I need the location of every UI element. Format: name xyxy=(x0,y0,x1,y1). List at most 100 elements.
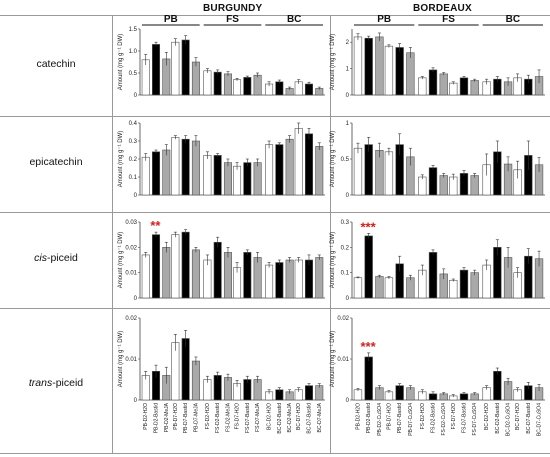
y-tick-label: 0.1 xyxy=(129,175,138,181)
bar xyxy=(152,234,161,299)
label-column-divider xyxy=(112,15,113,453)
x-tick-label: PB-D7-Bastid xyxy=(183,403,189,434)
x-tick-label: PB-D2-Bastid xyxy=(366,403,372,434)
bar xyxy=(364,37,373,96)
bar xyxy=(375,276,384,299)
bar xyxy=(141,156,150,196)
bar xyxy=(418,77,427,96)
bar xyxy=(213,375,222,401)
bar xyxy=(353,389,363,401)
significance-stars: *** xyxy=(360,339,376,354)
bar xyxy=(171,342,180,401)
y-tick-label: 0 xyxy=(134,93,138,99)
bar xyxy=(213,155,222,196)
bar xyxy=(364,235,373,299)
row-divider-3 xyxy=(0,308,550,309)
x-tick-label: FS-D7-Bastid xyxy=(245,403,251,433)
x-tick-label: BC-D7-MeJA xyxy=(317,402,323,432)
x-tick-label: FS-D2-H2O xyxy=(420,403,426,430)
bar xyxy=(364,144,373,196)
x-tick-label: FS-D2-Bastid xyxy=(431,403,437,433)
row-label-trans-piceid: trans-piceid xyxy=(28,377,84,389)
x-tick-label: BC-D2-Bastid xyxy=(495,403,501,434)
group-label-pb: PB xyxy=(377,14,391,25)
y-tick-label: 0.02 xyxy=(125,316,137,322)
y-tick-label: 0 xyxy=(134,296,138,302)
y-axis-label: Amount (mg g⁻¹ DW) xyxy=(330,232,336,289)
bar xyxy=(428,167,438,196)
row-label-catechin: catechin xyxy=(36,58,76,70)
row-label-epicatechin: epicatechin xyxy=(29,156,83,168)
group-label-bc: BC xyxy=(506,14,520,25)
bar xyxy=(233,165,242,196)
x-tick-label: BC-D7-CuSO4 xyxy=(537,403,543,436)
bar xyxy=(384,151,394,196)
group-label-fs: FS xyxy=(442,14,455,25)
x-tick-label: BC-D2-CuSO4 xyxy=(506,403,512,436)
y-axis-label: Amount (mg g⁻¹ DW) xyxy=(118,232,124,289)
y-tick-label: 0.01 xyxy=(125,357,137,363)
y-tick-label: 0.4 xyxy=(129,121,138,127)
x-tick-label: FS-D7-H2O xyxy=(235,403,241,430)
x-tick-label: PB-D2-Bastid xyxy=(154,403,160,434)
bar xyxy=(275,144,284,196)
bar xyxy=(213,71,222,96)
bar xyxy=(395,385,404,401)
bar xyxy=(181,338,190,401)
bar xyxy=(223,252,232,299)
bar xyxy=(285,259,294,299)
x-tick-label: BC-D2-Bastid xyxy=(277,403,283,434)
y-tick-label: 0 xyxy=(134,398,138,404)
bar xyxy=(223,73,232,96)
bottom-divider xyxy=(0,453,550,454)
bar xyxy=(141,254,150,299)
y-axis-label: Amount (mg g⁻¹ DW) xyxy=(330,331,336,388)
y-tick-label: 0.1 xyxy=(341,271,350,277)
bar xyxy=(459,173,469,196)
bar xyxy=(470,272,479,299)
y-tick-label: 1 xyxy=(346,67,350,73)
y-tick-label: 0.5 xyxy=(129,71,138,77)
bar xyxy=(364,356,373,401)
x-tick-label: PB-D7-H2O xyxy=(173,403,179,430)
bar xyxy=(191,140,200,196)
bar xyxy=(162,149,171,196)
y-tick-label: 0.5 xyxy=(341,157,350,163)
bar xyxy=(181,138,190,196)
bar xyxy=(275,81,284,96)
bar xyxy=(265,144,274,196)
bar xyxy=(253,74,262,96)
x-tick-label: FS-D2-H2O xyxy=(205,403,211,430)
significance-stars: ** xyxy=(150,218,161,233)
bar xyxy=(406,52,415,96)
y-tick-label: 0 xyxy=(346,296,350,302)
bar xyxy=(181,39,190,96)
x-tick-label: FS-D2-MeJA xyxy=(225,402,231,432)
y-axis-label: Amount (mg g⁻¹ DW) xyxy=(118,331,124,388)
bar xyxy=(294,128,303,196)
y-tick-label: 0.02 xyxy=(125,245,137,251)
region-title-bordeaux: BORDEAUX xyxy=(413,3,472,14)
y-tick-label: 0.2 xyxy=(129,157,138,163)
significance-stars: *** xyxy=(360,219,376,234)
bar xyxy=(353,147,363,196)
bar xyxy=(428,69,438,96)
bar xyxy=(253,162,262,196)
y-tick-label: 1 xyxy=(346,121,350,127)
bar xyxy=(470,80,479,96)
bar xyxy=(213,241,222,299)
group-label-pb: PB xyxy=(164,14,178,25)
bar xyxy=(171,41,180,96)
bar xyxy=(243,77,252,96)
bar xyxy=(493,370,502,401)
bar xyxy=(459,77,469,96)
row-label-cis-piceid: cis-piceid xyxy=(34,252,78,264)
bar xyxy=(181,231,190,299)
bar xyxy=(171,234,180,299)
x-tick-label: BC-D7-H2O xyxy=(296,403,302,430)
y-tick-label: 2 xyxy=(346,40,350,46)
bar xyxy=(428,252,438,299)
row-divider-1 xyxy=(0,116,550,117)
bar xyxy=(449,279,458,299)
